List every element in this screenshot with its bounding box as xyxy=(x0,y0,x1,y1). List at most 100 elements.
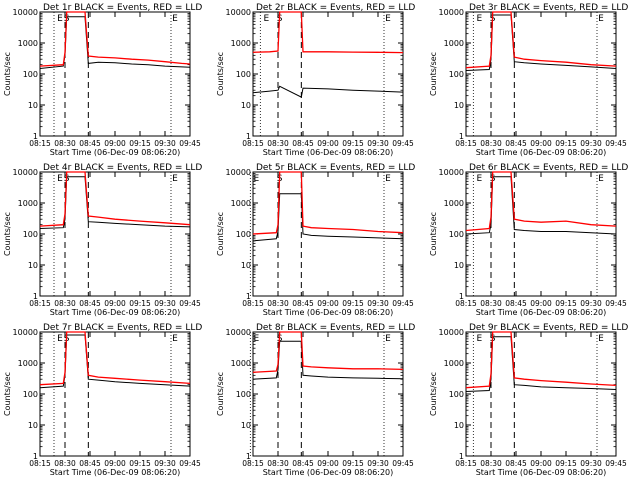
x-tick-label: 09:30 xyxy=(580,459,602,468)
axis-frame xyxy=(465,331,617,457)
x-tick-label: 08:45 xyxy=(505,299,527,308)
y-axis-label: Counts/sec xyxy=(429,212,438,256)
y-tick-label: 10 xyxy=(454,261,464,270)
x-tick-label: 09:00 xyxy=(530,299,552,308)
x-tick-label: 08:45 xyxy=(79,299,101,308)
x-tick-label: 09:00 xyxy=(104,299,126,308)
y-tick-label: 10 xyxy=(454,421,464,430)
x-tick-label: 09:30 xyxy=(367,459,389,468)
panel-title: Det 7r BLACK = Events, RED = LLD xyxy=(43,323,202,333)
panel-det-8r: Det 8r BLACK = Events, RED = LLD 1 10 100 10… xyxy=(216,323,415,477)
marker-label: E xyxy=(263,14,269,24)
x-tick-label: 08:45 xyxy=(505,459,527,468)
x-tick-label: 08:15 xyxy=(242,139,264,148)
x-tick-label: 09:45 xyxy=(392,139,414,148)
series-events-line xyxy=(465,14,617,71)
x-axis-label: Start Time (06-Dec-09 08:06:20) xyxy=(263,308,394,317)
x-tick-label: 08:30 xyxy=(54,299,76,308)
marker-label: E xyxy=(598,14,604,24)
x-axis-label: Start Time (06-Dec-09 08:06:20) xyxy=(476,468,607,477)
x-tick-label: 08:15 xyxy=(242,459,264,468)
x-axis-label: Start Time (06-Dec-09 08:06:20) xyxy=(50,148,181,157)
panel-det-9r: Det 9r BLACK = Events, RED = LLD 1 10 100 10… xyxy=(429,323,628,477)
series-events-line xyxy=(39,176,191,229)
y-tick-label: 1 xyxy=(33,132,38,141)
x-tick-label: 09:00 xyxy=(530,459,552,468)
y-tick-label: 100 xyxy=(236,230,251,239)
y-tick-label: 1000 xyxy=(444,39,464,48)
marker-label: E xyxy=(57,14,63,24)
x-tick-label: 08:30 xyxy=(54,459,76,468)
panel-title: Det 5r BLACK = Events, RED = LLD xyxy=(256,163,415,173)
series-events-line xyxy=(252,340,404,380)
y-tick-label: 1 xyxy=(33,452,38,461)
panel-title: Det 9r BLACK = Events, RED = LLD xyxy=(469,323,628,333)
x-tick-label: 09:30 xyxy=(367,139,389,148)
y-tick-label: 100 xyxy=(449,70,464,79)
series-lld-line xyxy=(39,331,191,386)
x-tick-label: 09:15 xyxy=(129,459,151,468)
marker-label: E xyxy=(172,174,178,184)
marker-label: E xyxy=(385,334,391,344)
x-tick-label: 09:45 xyxy=(179,299,201,308)
y-tick-label: 10 xyxy=(241,261,251,270)
axis-frame xyxy=(39,331,191,457)
x-tick-label: 09:15 xyxy=(555,139,577,148)
x-tick-label: 09:15 xyxy=(129,139,151,148)
x-tick-label: 08:15 xyxy=(242,299,264,308)
series-events-line xyxy=(39,16,191,69)
x-tick-label: 08:30 xyxy=(480,299,502,308)
marker-label: E xyxy=(253,174,259,184)
marker-label: E xyxy=(476,14,482,24)
panel-title: Det 6r BLACK = Events, RED = LLD xyxy=(469,163,628,173)
x-tick-label: 08:45 xyxy=(292,459,314,468)
y-tick-label: 100 xyxy=(449,390,464,399)
panel-title: Det 2r BLACK = Events, RED = LLD xyxy=(256,3,415,13)
x-tick-label: 08:15 xyxy=(455,139,477,148)
y-tick-label: 100 xyxy=(23,390,38,399)
y-tick-label: 1000 xyxy=(18,39,38,48)
y-tick-label: 10000 xyxy=(13,168,38,177)
x-axis-label: Start Time (06-Dec-09 08:06:20) xyxy=(50,468,181,477)
axis-frame xyxy=(465,171,617,297)
panel-det-5r: Det 5r BLACK = Events, RED = LLD 1 10 100 10… xyxy=(216,163,415,317)
marker-label: E xyxy=(598,334,604,344)
y-tick-label: 1 xyxy=(246,292,251,301)
y-tick-label: 1000 xyxy=(231,359,251,368)
marker-label: E xyxy=(385,174,391,184)
x-axis-label: Start Time (06-Dec-09 08:06:20) xyxy=(263,148,394,157)
x-tick-label: 09:45 xyxy=(392,459,414,468)
axis-frame xyxy=(252,331,404,457)
marker-label: E xyxy=(172,334,178,344)
marker-label: E xyxy=(476,334,482,344)
x-axis-label: Start Time (06-Dec-09 08:06:20) xyxy=(50,308,181,317)
x-tick-label: 09:30 xyxy=(367,299,389,308)
y-tick-label: 10 xyxy=(241,421,251,430)
y-axis-label: Counts/sec xyxy=(3,52,12,96)
y-axis-label: Counts/sec xyxy=(216,52,225,96)
x-tick-label: 08:45 xyxy=(505,139,527,148)
x-tick-label: 09:30 xyxy=(154,139,176,148)
y-tick-label: 1 xyxy=(33,292,38,301)
series-lld-line xyxy=(252,11,404,54)
axis-frame xyxy=(252,171,404,297)
x-tick-label: 09:00 xyxy=(104,139,126,148)
axis-frame xyxy=(39,171,191,297)
x-tick-label: 09:15 xyxy=(555,299,577,308)
y-tick-label: 10 xyxy=(28,261,38,270)
y-tick-label: 1 xyxy=(459,292,464,301)
y-tick-label: 10000 xyxy=(439,8,464,17)
x-tick-label: 08:15 xyxy=(29,459,51,468)
x-tick-label: 09:00 xyxy=(104,459,126,468)
y-tick-label: 1000 xyxy=(444,359,464,368)
panel-title: Det 1r BLACK = Events, RED = LLD xyxy=(43,3,202,13)
panel-det-4r: Det 4r BLACK = Events, RED = LLD 1 10 100 10… xyxy=(3,163,202,317)
y-axis-label: Counts/sec xyxy=(3,372,12,416)
y-tick-label: 100 xyxy=(23,230,38,239)
x-tick-label: 09:45 xyxy=(179,459,201,468)
marker-label: E xyxy=(253,334,259,344)
y-axis-label: Counts/sec xyxy=(429,52,438,96)
y-tick-label: 100 xyxy=(236,390,251,399)
series-lld-line xyxy=(465,11,617,69)
x-tick-label: 08:45 xyxy=(79,459,101,468)
